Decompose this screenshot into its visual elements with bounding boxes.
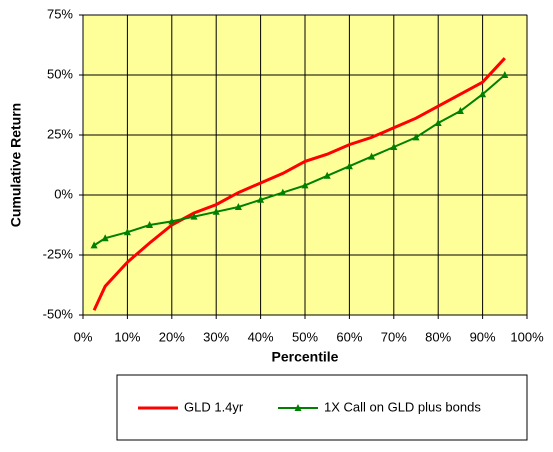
point-marker xyxy=(168,217,176,225)
x-tick-label: 20% xyxy=(159,329,185,344)
point-marker xyxy=(479,90,487,98)
x-tick-label: 30% xyxy=(203,329,229,344)
x-tick-label: 90% xyxy=(470,329,496,344)
legend-box xyxy=(116,374,528,441)
y-tick-label: 25% xyxy=(47,126,73,141)
x-tick-label: 40% xyxy=(248,329,274,344)
point-marker xyxy=(434,119,442,126)
series-line xyxy=(92,57,506,311)
y-tick-label: 50% xyxy=(47,66,73,81)
y-tick-label: 0% xyxy=(54,186,73,201)
x-tick-label: 50% xyxy=(292,329,318,344)
point-marker xyxy=(90,241,98,249)
x-tick-label: 60% xyxy=(336,329,362,344)
point-marker xyxy=(257,195,265,203)
y-tick-label: 75% xyxy=(47,6,73,21)
point-marker xyxy=(279,188,287,196)
series-line xyxy=(93,74,506,247)
point-marker xyxy=(301,181,309,189)
legend-label: GLD 1.4yr xyxy=(184,399,244,414)
y-tick-label: -25% xyxy=(43,246,74,261)
legend-marker xyxy=(294,404,302,411)
point-marker xyxy=(212,207,220,215)
point-marker xyxy=(101,234,109,242)
point-marker xyxy=(390,143,398,150)
point-marker xyxy=(123,228,131,236)
point-marker xyxy=(501,71,509,78)
point-marker xyxy=(146,221,154,228)
y-axis-title: Cumulative Return xyxy=(8,103,24,227)
x-tick-label: 70% xyxy=(381,329,407,344)
x-tick-label: 10% xyxy=(114,329,140,344)
point-marker xyxy=(234,203,242,210)
x-tick-label: 80% xyxy=(425,329,451,344)
x-tick-label: 0% xyxy=(74,329,93,344)
point-marker xyxy=(368,152,376,160)
point-marker xyxy=(323,171,331,179)
point-marker xyxy=(345,162,353,170)
x-axis-title: Percentile xyxy=(272,349,339,365)
y-tick-label: -50% xyxy=(43,306,74,321)
x-tick-label: 100% xyxy=(510,329,544,344)
legend-label: 1X Call on GLD plus bonds xyxy=(324,399,481,414)
point-marker xyxy=(190,212,198,220)
point-marker xyxy=(456,107,464,114)
point-marker xyxy=(412,133,420,141)
